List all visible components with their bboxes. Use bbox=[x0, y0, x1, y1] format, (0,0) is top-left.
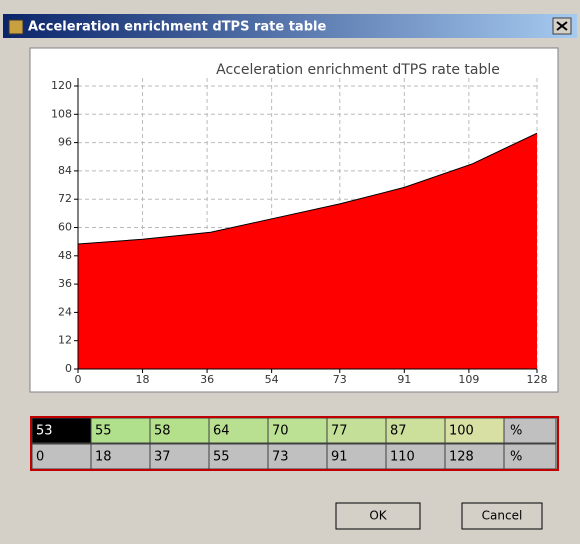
cell-value: 64 bbox=[213, 424, 230, 439]
cell-value: 91 bbox=[331, 450, 348, 465]
table-cell bbox=[267, 443, 328, 470]
x-tick-label: 91 bbox=[397, 373, 411, 386]
app-icon bbox=[8, 19, 24, 35]
cell-value: 0 bbox=[36, 450, 44, 465]
cell-value: 128 bbox=[449, 450, 474, 465]
cell-value: 53 bbox=[36, 424, 53, 439]
table-cell bbox=[31, 443, 92, 470]
table-cell bbox=[385, 443, 446, 470]
table-cell bbox=[326, 443, 387, 470]
cell-value: 87 bbox=[390, 424, 407, 439]
y-tick-label: 72 bbox=[58, 192, 72, 205]
cell-value: 37 bbox=[154, 450, 171, 465]
cancel-button[interactable]: Cancel bbox=[461, 502, 543, 530]
x-tick-label: 54 bbox=[265, 373, 279, 386]
y-tick-label: 108 bbox=[51, 107, 72, 120]
unit-cell bbox=[503, 417, 557, 444]
area bbox=[78, 133, 537, 369]
window-title: Acceleration enrichment dTPS rate table bbox=[28, 20, 326, 35]
x-tick-label: 73 bbox=[333, 373, 347, 386]
table-border bbox=[30, 416, 559, 471]
y-tick-label: 12 bbox=[58, 334, 72, 347]
ok-label: OK bbox=[369, 509, 387, 523]
cell-value: 73 bbox=[272, 450, 289, 465]
cell-value: 18 bbox=[95, 450, 112, 465]
y-tick-label: 48 bbox=[58, 249, 72, 262]
x-tick-label: 128 bbox=[527, 373, 548, 386]
table-cell bbox=[149, 443, 210, 470]
y-tick-label: 0 bbox=[65, 362, 72, 375]
cell-value: 100 bbox=[449, 424, 474, 439]
y-tick-label: 120 bbox=[51, 79, 72, 92]
close-button[interactable] bbox=[552, 17, 572, 35]
cell-value: 58 bbox=[154, 424, 171, 439]
y-tick-label: 84 bbox=[58, 164, 72, 177]
cell-value: 70 bbox=[272, 424, 289, 439]
table-cell bbox=[149, 417, 210, 444]
x-tick-label: 36 bbox=[200, 373, 214, 386]
cell-value: 110 bbox=[390, 450, 415, 465]
y-tick-label: 24 bbox=[58, 305, 72, 318]
x-tick-label: 109 bbox=[458, 373, 479, 386]
cancel-label: Cancel bbox=[482, 509, 523, 523]
cell-value: 55 bbox=[213, 450, 230, 465]
table-cell bbox=[444, 417, 505, 444]
ok-button[interactable]: OK bbox=[335, 502, 421, 530]
title-bar bbox=[3, 14, 577, 38]
x-tick-label: 0 bbox=[75, 373, 82, 386]
cell-value: 77 bbox=[331, 424, 348, 439]
unit-cell bbox=[503, 443, 557, 470]
y-tick-label: 60 bbox=[58, 221, 72, 234]
x-tick-label: 18 bbox=[136, 373, 150, 386]
cell-value: 55 bbox=[95, 424, 112, 439]
y-tick-label: 36 bbox=[58, 277, 72, 290]
table-cell bbox=[444, 443, 505, 470]
line bbox=[77, 132, 538, 245]
unit-label: % bbox=[510, 424, 522, 439]
unit-label: % bbox=[510, 450, 522, 465]
table-cell bbox=[267, 417, 328, 444]
y-tick-label: 96 bbox=[58, 136, 72, 149]
chart-title: Acceleration enrichment dTPS rate table bbox=[216, 62, 500, 78]
